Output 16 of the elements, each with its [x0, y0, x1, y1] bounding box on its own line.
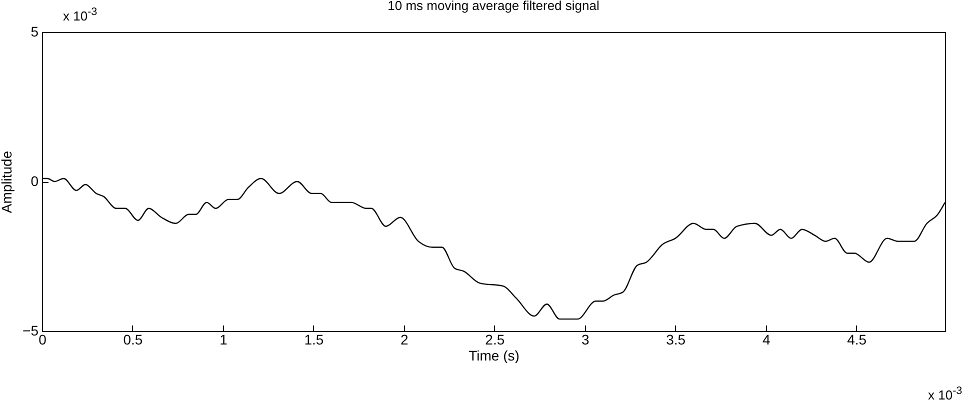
x-tick-label: 0.5 [123, 332, 143, 348]
text: x 10$^{-3}$ [63, 6, 98, 24]
x-tick-label: 2.5 [485, 332, 505, 348]
x-tick-label: 3.5 [666, 332, 686, 348]
x-tick-label: 4.5 [847, 332, 867, 348]
x-tick-label: 1 [220, 332, 228, 348]
x-tick-label: 4 [762, 332, 770, 348]
y-tick-label: 5 [30, 24, 39, 40]
x-tick-label: 1.5 [304, 332, 324, 348]
chart-title: 10 ms moving average filtered signal [388, 0, 600, 13]
y-tick-label: 0 [30, 173, 39, 189]
y-tick-label: −5 [22, 322, 39, 338]
x-tick-label: 3 [581, 332, 590, 348]
text: x 10$^{-3}$ [928, 385, 962, 402]
x-tick-label: 2 [400, 332, 409, 348]
y-axis-title: Amplitude [0, 150, 15, 214]
